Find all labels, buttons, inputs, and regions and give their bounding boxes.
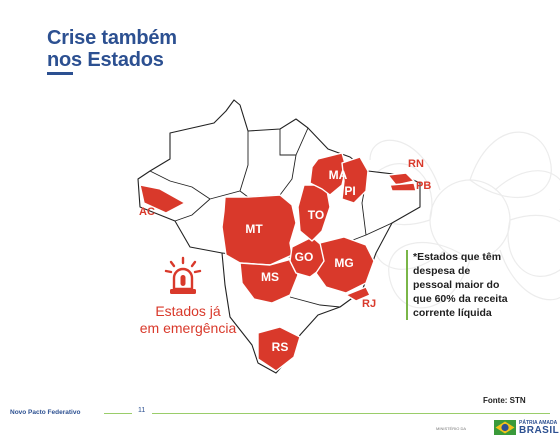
note-line-2: despesa de xyxy=(413,265,471,277)
state-rj xyxy=(345,286,371,302)
source-label: Fonte: STN xyxy=(483,396,526,405)
state-mg xyxy=(315,236,375,294)
label-rn: RN xyxy=(408,158,424,170)
label-ac: AC xyxy=(139,206,155,218)
label-ma: MA xyxy=(329,168,348,182)
state-rs xyxy=(257,326,301,372)
ministry-small-text: MINISTÉRIO DA xyxy=(436,426,467,431)
page-title: Crise também nos Estados xyxy=(47,27,177,71)
emergency-line-1: Estados já xyxy=(155,303,221,319)
label-go: GO xyxy=(295,250,314,264)
siren-alarm-icon xyxy=(164,256,202,294)
footer-rule-right xyxy=(152,413,550,414)
government-logo: PÁTRIA AMADA BRASIL xyxy=(494,418,560,438)
flag-icon xyxy=(494,420,516,435)
brazil-map: MT MS GO MG TO MA PI RS xyxy=(137,99,421,374)
state-ac xyxy=(139,184,186,214)
title-underline xyxy=(47,72,73,75)
label-to: TO xyxy=(308,208,324,222)
note-line-1: *Estados que têm xyxy=(413,251,502,263)
emergency-line-2: em emergência xyxy=(139,320,237,336)
label-rs: RS xyxy=(272,340,289,354)
state-labels: MT MS GO MG TO MA PI RS xyxy=(245,168,355,354)
page-number: 11 xyxy=(138,407,146,414)
state-ma xyxy=(309,152,347,196)
footer-program-name: Novo Pacto Federativo xyxy=(10,409,81,416)
note-line-4: que 60% da receita xyxy=(413,293,508,305)
state-pb xyxy=(389,182,417,192)
label-mg: MG xyxy=(334,256,353,270)
logo-tagline: PÁTRIA AMADA xyxy=(519,420,558,426)
logo-wordmark: BRASIL xyxy=(519,425,560,436)
label-ms: MS xyxy=(261,270,279,284)
note-line-5: corrente líquida xyxy=(413,307,492,319)
label-mt: MT xyxy=(245,222,263,236)
note-line-3: pessoal maior do xyxy=(413,279,500,291)
label-pb: PB xyxy=(416,180,432,192)
criteria-note: *Estados que têm despesa de pessoal maio… xyxy=(406,250,513,320)
crisis-states xyxy=(139,152,417,372)
footer-rule-left xyxy=(104,413,132,414)
title-line-2: nos Estados xyxy=(47,49,164,71)
state-rn xyxy=(387,172,415,186)
title-line-1: Crise também xyxy=(47,27,177,49)
state-pi xyxy=(341,156,369,204)
state-ms xyxy=(239,258,299,304)
emergency-caption: Estados já em emergência xyxy=(128,303,248,337)
label-rj: RJ xyxy=(362,298,377,310)
label-pi: PI xyxy=(344,184,355,198)
